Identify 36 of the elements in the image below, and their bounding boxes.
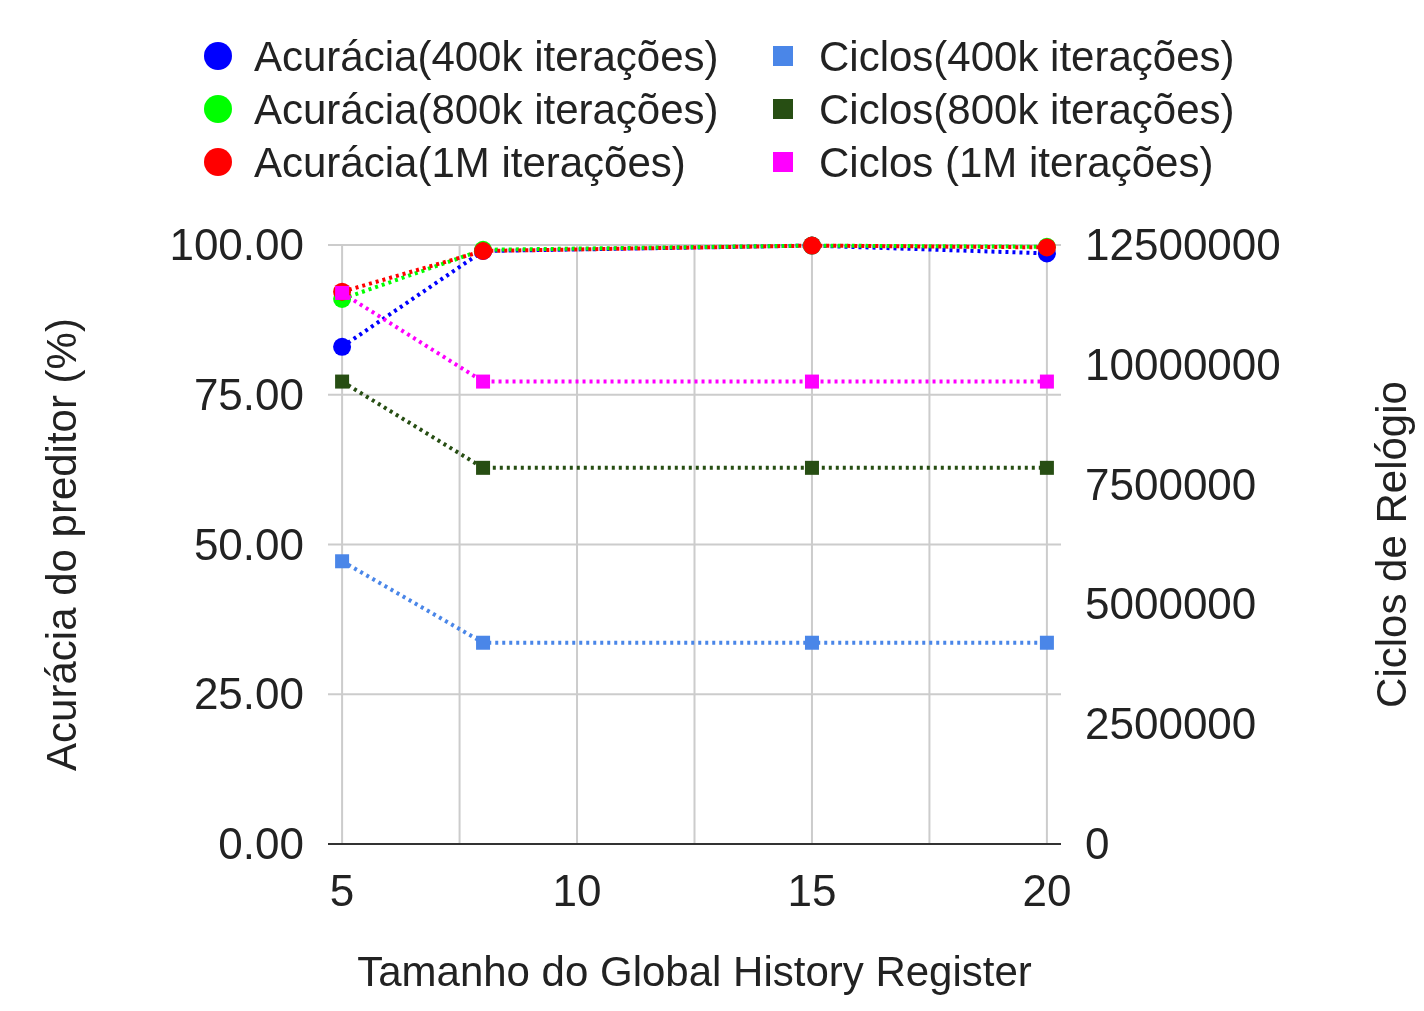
point	[1039, 374, 1054, 389]
legend-label: Ciclos (1M iterações)	[819, 139, 1214, 186]
x-tick-label: 20	[1022, 866, 1072, 915]
y2-axis-title: Ciclos de Relógio	[1368, 381, 1415, 708]
y-tick-label: 0.00	[218, 819, 304, 868]
x-axis-title: Tamanho do Global History Register	[357, 948, 1032, 995]
y-tick-label: 100.00	[169, 220, 304, 269]
x-tick-label: 5	[329, 866, 355, 915]
y2-tick-label: 10000000	[1085, 339, 1281, 389]
legend-label: Acurácia(800k iterações)	[254, 86, 719, 133]
y-tick-label: 25.00	[193, 669, 304, 719]
y2-tick-label: 12500000	[1085, 220, 1281, 269]
y2-tick-label: 0	[1085, 819, 1110, 868]
point	[1039, 635, 1054, 650]
y2-tick-label: 5000000	[1085, 579, 1257, 629]
point	[335, 374, 350, 389]
legend-label: Acurácia(1M iterações)	[254, 139, 686, 186]
y2-tick-label: 2500000	[1085, 699, 1257, 749]
point	[1039, 460, 1054, 475]
x-tick-label: 15	[787, 866, 837, 915]
point	[476, 635, 491, 650]
y-tick-label: 75.00	[193, 369, 304, 419]
y2-tick-label: 7500000	[1085, 459, 1257, 509]
point	[804, 635, 819, 650]
point	[476, 374, 491, 389]
point	[335, 554, 350, 569]
point	[476, 460, 491, 475]
point	[804, 460, 819, 475]
legend-label: Acurácia(400k iterações)	[254, 33, 719, 80]
legend-label: Ciclos(800k iterações)	[819, 86, 1235, 133]
y-tick-label: 50.00	[193, 519, 304, 569]
y-axis-title: Acurácia do preditor (%)	[38, 318, 85, 771]
point	[804, 374, 819, 389]
x-tick-label: 10	[552, 866, 602, 915]
point	[333, 337, 352, 356]
legend-label: Ciclos(400k iterações)	[819, 33, 1235, 80]
